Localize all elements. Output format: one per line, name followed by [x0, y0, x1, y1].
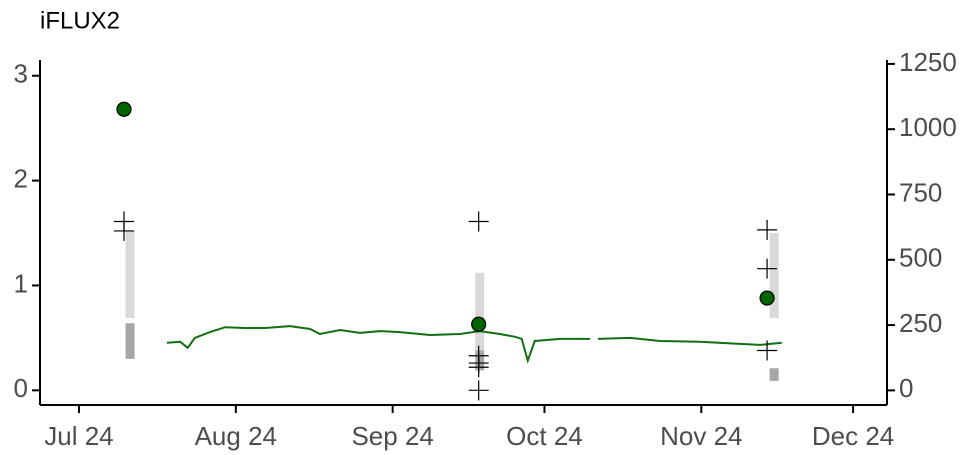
y-tick-label: 3 — [14, 59, 28, 89]
x-tick-label: Nov 24 — [660, 421, 742, 451]
point — [116, 101, 132, 117]
range-bar — [475, 350, 485, 371]
range-bar — [769, 368, 779, 381]
y2-tick-label: 500 — [899, 243, 942, 273]
range-bar — [125, 323, 135, 359]
y2-tick-label: 750 — [899, 177, 942, 207]
point — [471, 316, 487, 332]
range-bar — [475, 272, 485, 351]
range-bar — [125, 230, 135, 318]
range-bar — [769, 233, 779, 318]
y-tick-label: 2 — [14, 163, 28, 193]
chart-title: iFLUX2 — [40, 7, 120, 34]
cross-marker — [468, 357, 489, 378]
y2-tick-label: 250 — [899, 308, 942, 338]
x-tick-label: Jul 24 — [44, 421, 113, 451]
y-tick-label: 1 — [14, 268, 28, 298]
x-tick-label: Aug 24 — [195, 421, 277, 451]
y2-tick-label: 1000 — [899, 112, 957, 142]
y2-tick-label: 0 — [899, 373, 913, 403]
cross-marker — [113, 220, 134, 241]
x-tick-label: Oct 24 — [506, 421, 583, 451]
x-tick-label: Sep 24 — [351, 421, 433, 451]
x-tick-label: Dec 24 — [812, 421, 894, 451]
cross-marker — [757, 340, 778, 361]
cross-marker — [757, 219, 778, 240]
cross-marker — [757, 258, 778, 279]
y2-tick-label: 1250 — [899, 47, 957, 77]
cross-marker — [468, 211, 489, 232]
point — [759, 290, 775, 306]
line-series — [166, 325, 782, 364]
y-tick-label: 0 — [14, 373, 28, 403]
cross-marker — [468, 380, 489, 401]
